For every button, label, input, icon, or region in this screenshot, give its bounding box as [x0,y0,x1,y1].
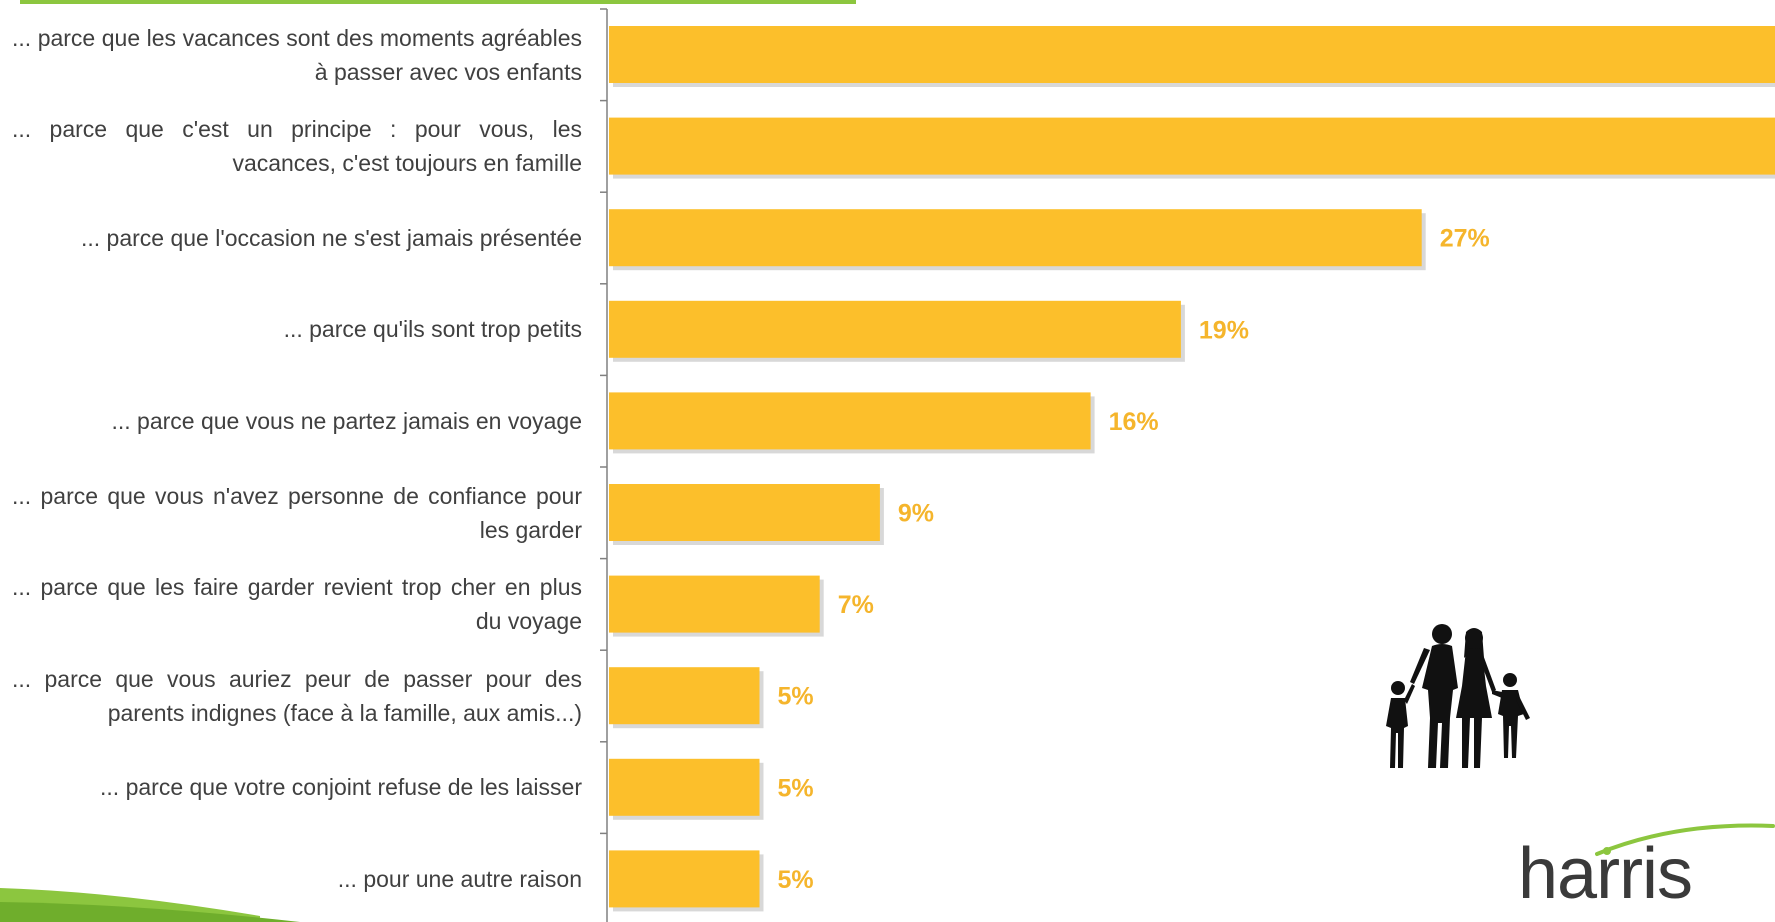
bar [609,667,760,725]
data-label: 5% [778,866,814,894]
bar [609,300,1181,358]
data-label: 5% [778,683,814,711]
category-label: ... parce que les faire garder revient t… [12,574,582,635]
bar [609,484,880,541]
category-label: ... parce qu'ils sont trop petits [283,316,582,343]
category-label: ... parce que vous auriez peur de passer… [12,665,582,726]
data-label: 7% [838,591,874,619]
bar [609,209,1422,267]
header-accent-line [20,0,856,4]
harris-logo: harris [1518,834,1693,914]
data-label: 16% [1109,408,1159,436]
corner-decoration [0,888,300,922]
category-label: ... pour une autre raison [337,865,582,892]
category-label: ... parce que l'occasion ne s'est jamais… [80,224,582,251]
bar [609,117,1775,175]
category-label: ... parce que vous ne partez jamais en v… [111,407,582,434]
bar [609,850,760,908]
data-label: 19% [1199,316,1249,344]
category-label: ... parce que vous n'avez personne de co… [12,482,582,543]
data-label: 27% [1440,225,1490,253]
category-label: ... parce que les vacances sont des mome… [12,24,582,85]
bar [609,392,1091,450]
bar [609,575,820,633]
bar [609,26,1775,83]
family-silhouette-icon [1378,618,1534,774]
data-label: 5% [778,774,814,802]
bar [609,758,760,816]
category-label: ... parce que c'est un principe : pour v… [12,116,582,177]
category-label: ... parce que votre conjoint refuse de l… [100,774,582,801]
harris-swoosh-icon [1595,823,1775,856]
data-label: 9% [898,500,934,528]
